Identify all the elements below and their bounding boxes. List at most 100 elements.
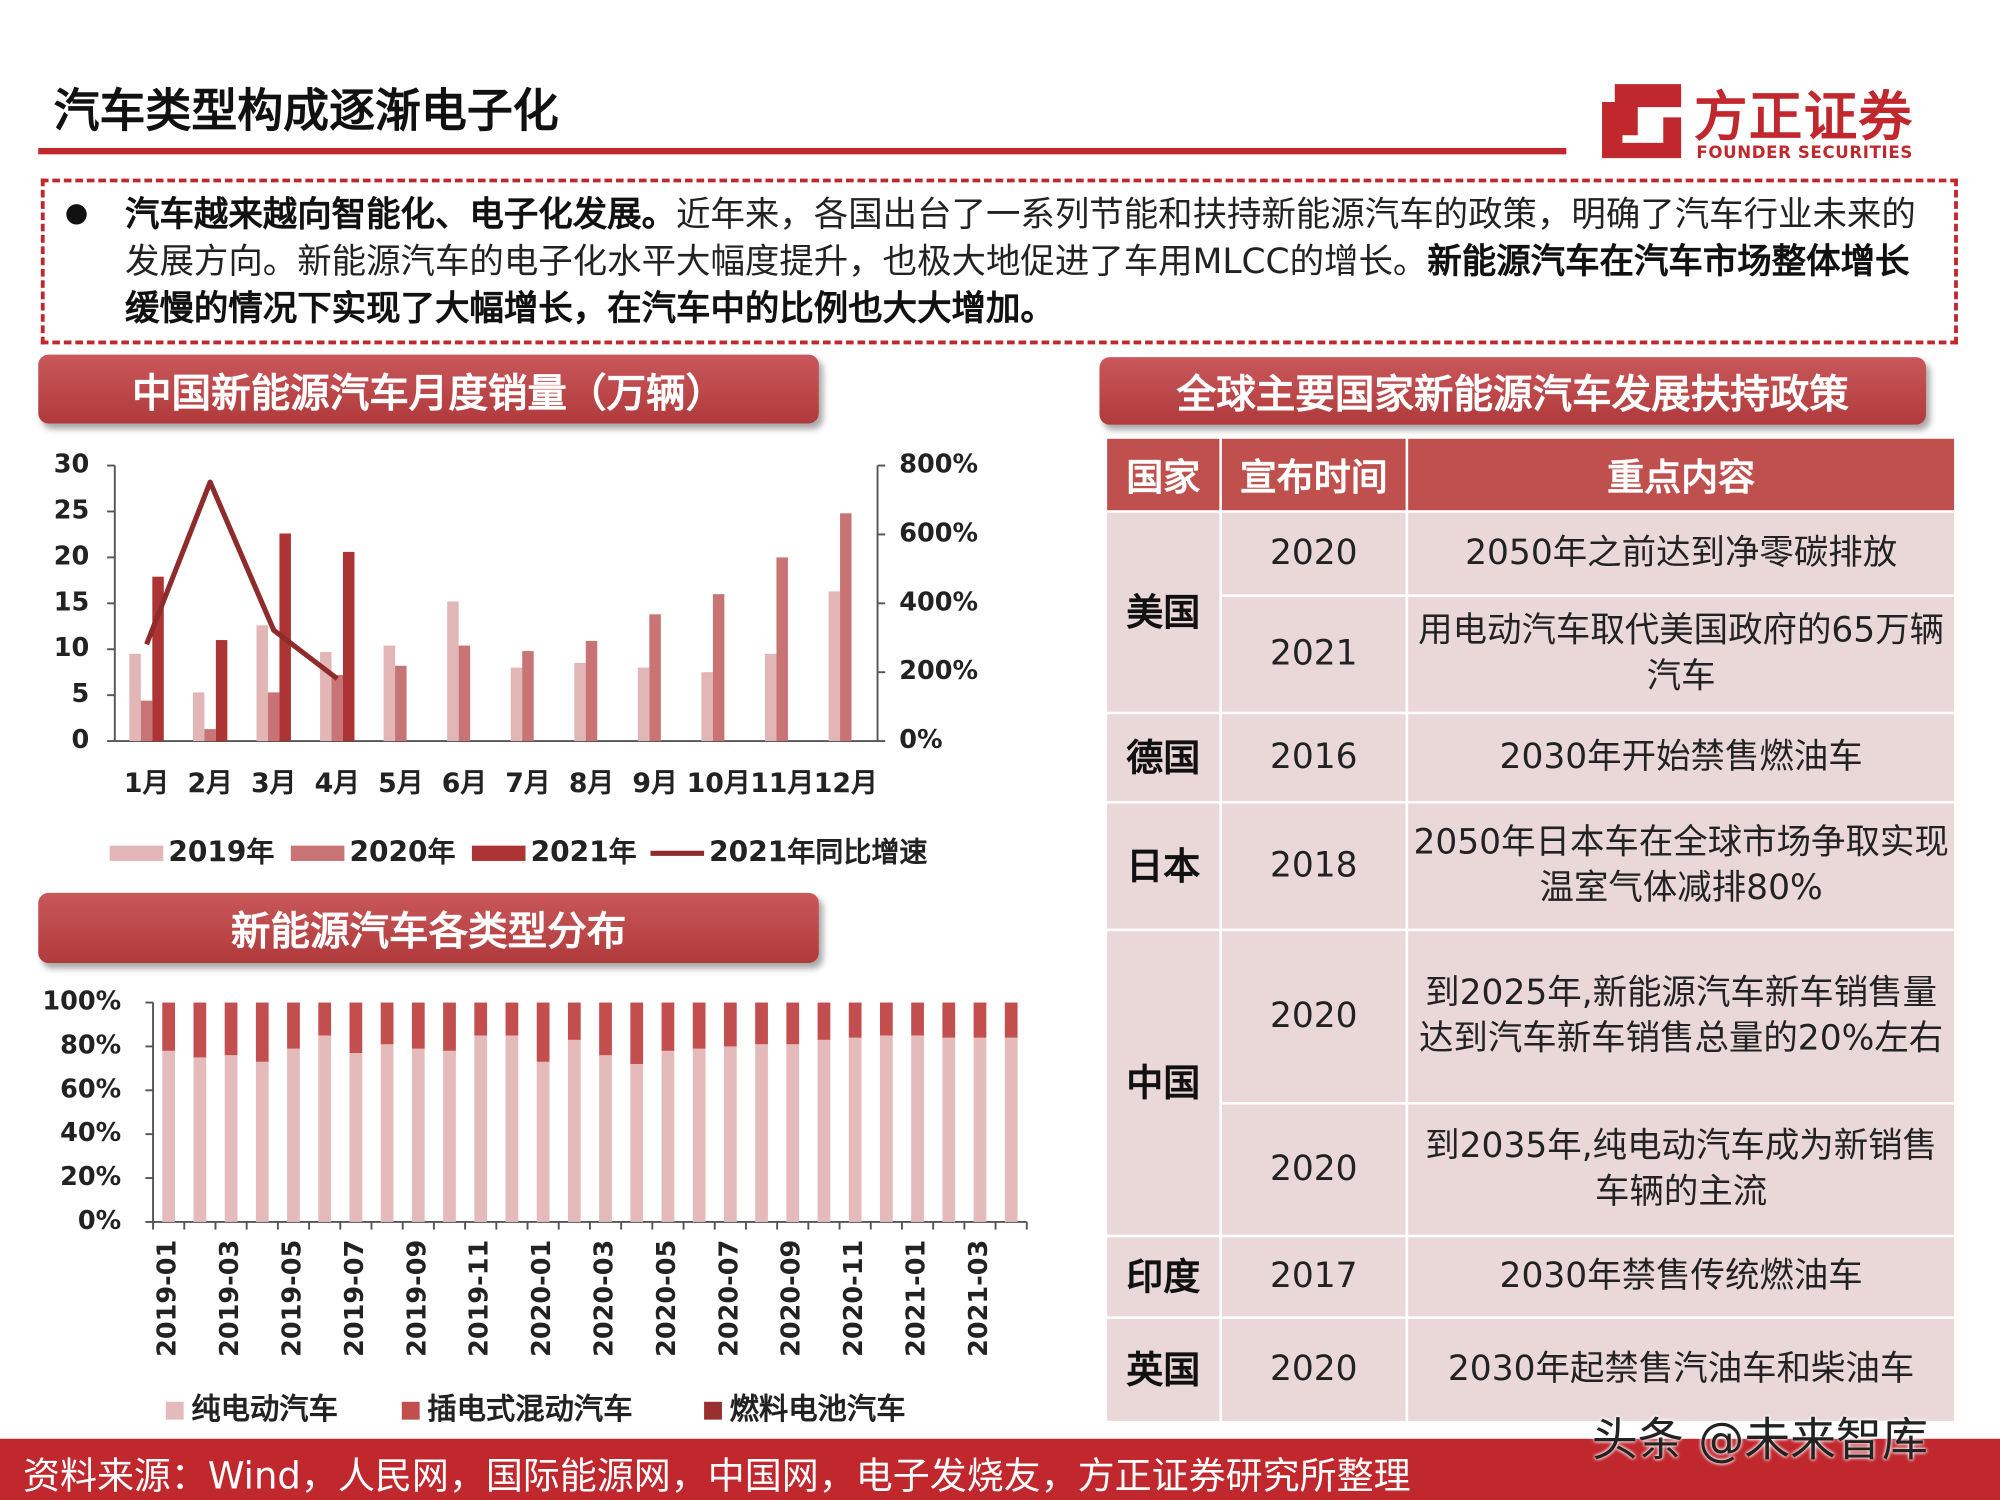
y-tick-label: 20% [60, 1162, 121, 1192]
y-tick-label: 30 [54, 450, 90, 480]
legend-swatch [401, 1401, 420, 1420]
bar-segment [255, 1061, 269, 1222]
legend-label: 2021年同比增速 [709, 835, 927, 868]
x-tick-label: 2020-07 [714, 1240, 744, 1357]
footer-bar [0, 1438, 2000, 1500]
y-tick-label: 5 [72, 679, 90, 709]
bar-segment [193, 1002, 207, 1058]
y-tick-label: 0 [72, 725, 90, 755]
x-tick-label: 2020-11 [839, 1240, 869, 1357]
year-cell: 2020 [1221, 1104, 1406, 1235]
bar [776, 557, 788, 742]
bar-segment [443, 1002, 456, 1051]
legend-label: 2020年 [349, 835, 455, 868]
year-cell: 2017 [1221, 1237, 1406, 1317]
bar [574, 663, 586, 742]
table-header-row: 国家 宣布时间 重点内容 [1107, 438, 1955, 511]
year-cell: 2020 [1221, 512, 1406, 595]
bar-segment [692, 1002, 706, 1049]
bullet-emphasis: 新能源汽车在汽车市场整体增长缓慢的情况下实现了大幅增长，在汽车中的比例也大大增加… [124, 242, 1910, 330]
table-row: 美国 2020 2050年之前达到净零碳排放 [1107, 512, 1955, 712]
year-cell: 2018 [1221, 803, 1406, 929]
logo-english: FOUNDER SECURITIES [1696, 144, 1913, 164]
x-tick-label: 11月 [750, 768, 814, 799]
bar-segment [630, 1002, 644, 1064]
bar [267, 692, 280, 742]
legend-swatch [290, 845, 345, 861]
bar-segment [848, 1037, 862, 1222]
y-tick-label: 0% [78, 1206, 121, 1236]
bar-segment [349, 1053, 363, 1222]
y-tick-label: 80% [60, 1030, 121, 1060]
bar-segment [661, 1050, 675, 1222]
table-row: 中国 2020 到2025年,新能源汽车新车销售量达到汽车新车销售总量的20%左右 [1107, 931, 1955, 1235]
bar-segment [599, 1055, 612, 1222]
bar-segment [848, 1002, 862, 1038]
year-cell: 2021 [1221, 596, 1406, 712]
x-tick-label: 3月 [251, 768, 296, 799]
x-tick-label: 2020-03 [590, 1240, 620, 1357]
x-tick-label: 2020-01 [527, 1240, 557, 1357]
country-cell: 德国 [1107, 714, 1220, 802]
table-header-cell: 宣布时间 [1221, 438, 1406, 511]
y-tick-label: 400% [899, 587, 978, 617]
bar-segment [599, 1002, 612, 1056]
x-tick-label: 6月 [442, 768, 487, 799]
y-tick-label: 600% [899, 518, 978, 548]
year-cell: 2016 [1221, 714, 1406, 802]
bar-segment [474, 1035, 488, 1222]
bar-segment [505, 1002, 519, 1036]
legend-swatch [165, 1401, 184, 1420]
source-note: 资料来源：Wind，人民网，国际能源网，中国网，电子发烧友，方正证券研究所整理 [22, 1454, 1411, 1498]
bar-segment [879, 1002, 893, 1036]
bar-segment [224, 1055, 238, 1222]
bar-segment [380, 1044, 394, 1222]
title-rule [38, 147, 1567, 155]
bullet-lead: 汽车越来越向智能化、电子化发展。 [124, 195, 677, 235]
table-row: 印度 2017 2030年禁售传统燃油车 [1107, 1237, 1955, 1317]
bar-segment [911, 1035, 924, 1222]
x-tick-label: 9月 [632, 768, 677, 799]
content-cell: 用电动汽车取代美国政府的65万辆汽车 [1408, 596, 1955, 712]
year-cell: 2020 [1221, 1318, 1406, 1421]
y-tick-label: 40% [60, 1118, 121, 1148]
x-tick-label: 4月 [315, 768, 360, 799]
x-tick-label: 2020-05 [652, 1240, 682, 1357]
content-cell: 2050年日本车在全球市场争取实现温室气体减排80% [1408, 803, 1955, 929]
table-body: 美国 2020 2050年之前达到净零碳排放 2021 用电动汽车取代美国政府的65万辆… [1107, 512, 1955, 1421]
bar-segment [723, 1046, 737, 1222]
legend-label: 纯电动汽车 [191, 1392, 338, 1426]
bar [192, 692, 205, 742]
slide-title: 汽车类型构成逐渐电子化 [53, 85, 559, 138]
bar [256, 625, 268, 742]
bar [152, 576, 164, 742]
bar [701, 672, 713, 742]
bar [320, 651, 332, 742]
x-tick-label: 5月 [378, 768, 423, 799]
bar-segment [973, 1002, 987, 1038]
bullet-box [40, 178, 1958, 345]
bar-segment [1004, 1002, 1018, 1038]
x-tick-label: 10月 [687, 768, 751, 799]
bar [637, 667, 650, 742]
bar-segment [162, 1050, 176, 1222]
bar-segment [942, 1037, 956, 1222]
content-cell: 到2025年,新能源汽车新车销售量达到汽车新车销售总量的20%左右 [1408, 931, 1955, 1103]
bar-segment [162, 1002, 176, 1051]
content-cell: 到2035年,纯电动汽车成为新销售车辆的主流 [1408, 1104, 1955, 1235]
legend-label: 插电式混动汽车 [427, 1392, 632, 1426]
bar-segment [224, 1002, 238, 1056]
bar-segment [942, 1002, 956, 1038]
bar-segment [474, 1002, 488, 1036]
bar-segment [723, 1002, 737, 1047]
bullet-text: 汽车越来越向智能化、电子化发展。近年来，各国出台了一系列节能和扶持新能源汽车的政… [125, 191, 1923, 333]
bar-segment [287, 1002, 300, 1049]
bar [204, 729, 216, 742]
bar-segment [1004, 1037, 1018, 1222]
bar-segment [193, 1057, 207, 1222]
y-tick-label: 200% [899, 656, 978, 686]
y-tick-label: 15 [54, 587, 90, 617]
content-cell: 2030年起禁售汽油车和柴油车 [1408, 1318, 1955, 1421]
